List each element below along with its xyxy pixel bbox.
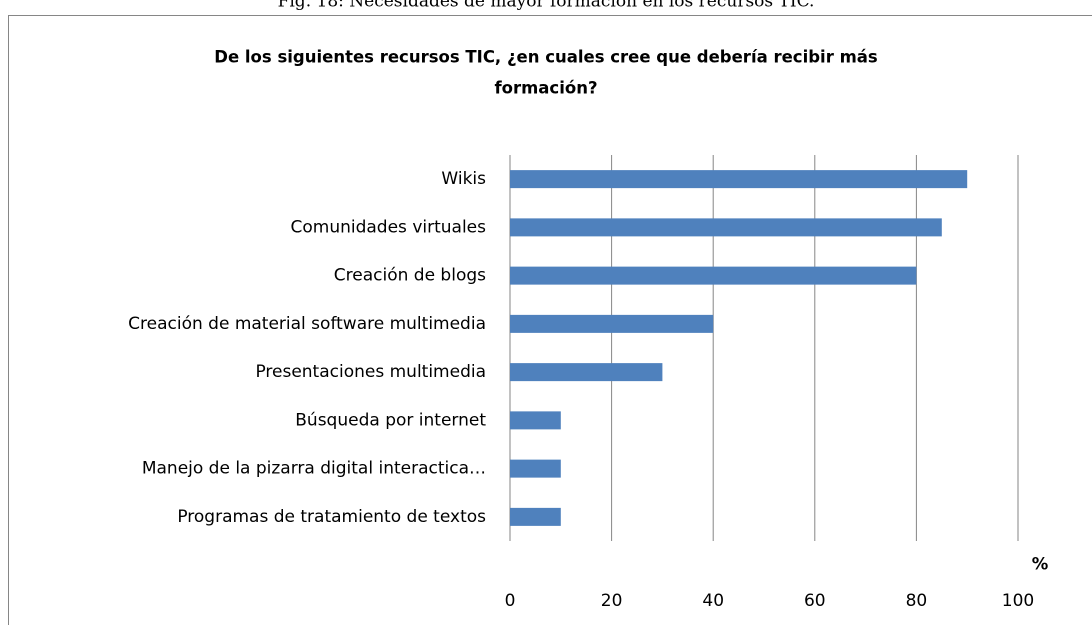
bar xyxy=(510,218,942,237)
x-tick-label: 20 xyxy=(601,591,623,611)
y-tick-label: Manejo de la pizarra digital interactica… xyxy=(142,459,486,479)
x-axis-label: % xyxy=(1032,555,1049,574)
bar xyxy=(510,314,714,333)
chart-title: De los siguientes recursos TIC, ¿en cual… xyxy=(214,48,878,67)
x-tick-label: 40 xyxy=(702,591,724,611)
y-tick-label: Creación de blogs xyxy=(334,266,486,286)
caption-bg xyxy=(0,0,1092,15)
y-tick-label: Wikis xyxy=(441,169,486,189)
bar xyxy=(510,363,663,382)
bar xyxy=(510,507,561,526)
y-tick-label: Programas de tratamiento de textos xyxy=(177,507,486,527)
x-tick-label: 0 xyxy=(505,591,516,611)
chart-title: formación? xyxy=(494,79,597,98)
y-tick-label: Creación de material software multimedia xyxy=(128,314,486,334)
bar xyxy=(510,459,561,478)
y-tick-label: Presentaciones multimedia xyxy=(255,362,486,382)
bar xyxy=(510,170,968,189)
x-tick-label: 80 xyxy=(906,591,928,611)
caption: Fig. 18: Necesidades de mayor formación … xyxy=(278,0,815,12)
y-tick-label: Búsqueda por internet xyxy=(295,410,486,430)
x-tick-label: 100 xyxy=(1002,591,1034,611)
y-tick-label: Comunidades virtuales xyxy=(291,217,487,237)
bar xyxy=(510,266,917,285)
chart-border xyxy=(8,15,1092,625)
bar xyxy=(510,411,561,430)
x-tick-label: 60 xyxy=(804,591,826,611)
